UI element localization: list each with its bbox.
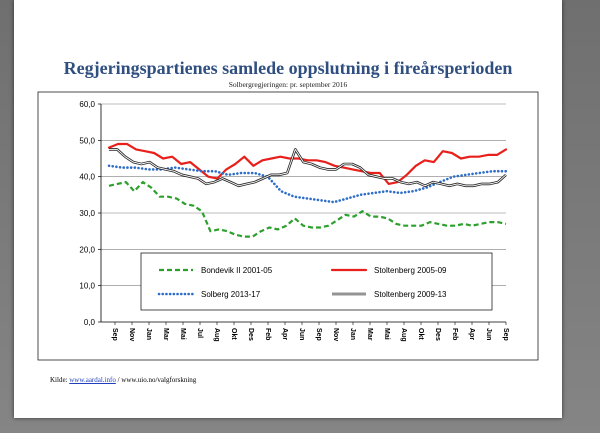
legend-box: [140, 252, 493, 311]
x-tick-label: Jun: [485, 328, 492, 340]
y-tick-label: 0,0: [84, 318, 96, 327]
source-line: Kilde: www.aardal.info / www.uio.no/valg…: [50, 376, 196, 384]
x-tick-label: Feb: [264, 328, 271, 340]
series-line-1: [108, 181, 507, 238]
legend-label: Stoltenberg 2005-09: [374, 266, 447, 275]
x-tick-label: Apr: [281, 328, 288, 340]
x-tick-label: Mar: [366, 328, 373, 341]
series-line-2: [107, 142, 508, 185]
chart-subtitle: Solbergregjeringen: pr. september 2016: [228, 80, 348, 89]
x-tick-label: Mai: [383, 328, 390, 340]
x-tick-label: Nov: [128, 328, 135, 341]
x-tick-label: Mar: [162, 328, 169, 341]
x-tick-label: Aug: [400, 328, 407, 342]
x-tick-label: Sep: [502, 328, 509, 341]
x-tick-label: Sep: [111, 328, 118, 341]
x-tick-label: Des: [434, 328, 441, 341]
x-tick-label: Jul: [196, 328, 203, 338]
x-tick-label: Jun: [298, 328, 305, 340]
legend-label: Bondevik II 2001-05: [201, 266, 273, 275]
axes: 0,0 10,0 20,0 30,0 40,0 50,0 60,0 Sep Nov Jan Mar M…: [79, 100, 509, 342]
x-tick-label: Nov: [332, 328, 339, 341]
x-tick-label: Aug: [213, 328, 220, 342]
x-tick-label: Okt: [417, 328, 424, 340]
source-link[interactable]: www.aardal.info: [69, 376, 116, 384]
x-tick-label: Jan: [349, 328, 356, 340]
chart-title: Regjeringspartienes samlede oppslutning …: [63, 58, 513, 78]
x-tick-label: Okt: [230, 328, 237, 340]
series-line-3: [107, 164, 508, 204]
x-tick-label: Mai: [179, 328, 186, 340]
legend-label: Stoltenberg 2009-13: [374, 290, 447, 299]
y-tick-label: 40,0: [79, 173, 95, 182]
x-tick-label: Sep: [315, 328, 322, 341]
y-tick-label: 20,0: [79, 245, 95, 254]
y-tick-label: 60,0: [79, 100, 95, 109]
legend-label: Solberg 2013-17: [201, 290, 261, 299]
x-tick-label: Feb: [451, 328, 458, 340]
x-tick-label: Apr: [468, 328, 475, 340]
chart: 0,0 10,0 20,0 30,0 40,0 50,0 60,0 Sep Nov Jan Mar M…: [37, 91, 539, 361]
legend: Bondevik II 2001-05 Stoltenberg 2005-09 So…: [140, 252, 493, 311]
series-lines: [107, 142, 508, 238]
y-tick-label: 10,0: [79, 282, 95, 291]
x-tick-label: Jan: [145, 328, 152, 340]
source-rest: / www.uio.no/valgforskning: [115, 376, 197, 384]
series-line-4-inner: [109, 148, 507, 187]
x-tick-label: Des: [247, 328, 254, 341]
chart-frame: [37, 91, 539, 361]
source-label: Kilde:: [50, 376, 70, 384]
y-tick-label: 50,0: [79, 136, 95, 145]
y-tick-label: 30,0: [79, 209, 95, 218]
document-page: Regjeringspartienes samlede oppslutning …: [14, 0, 562, 418]
